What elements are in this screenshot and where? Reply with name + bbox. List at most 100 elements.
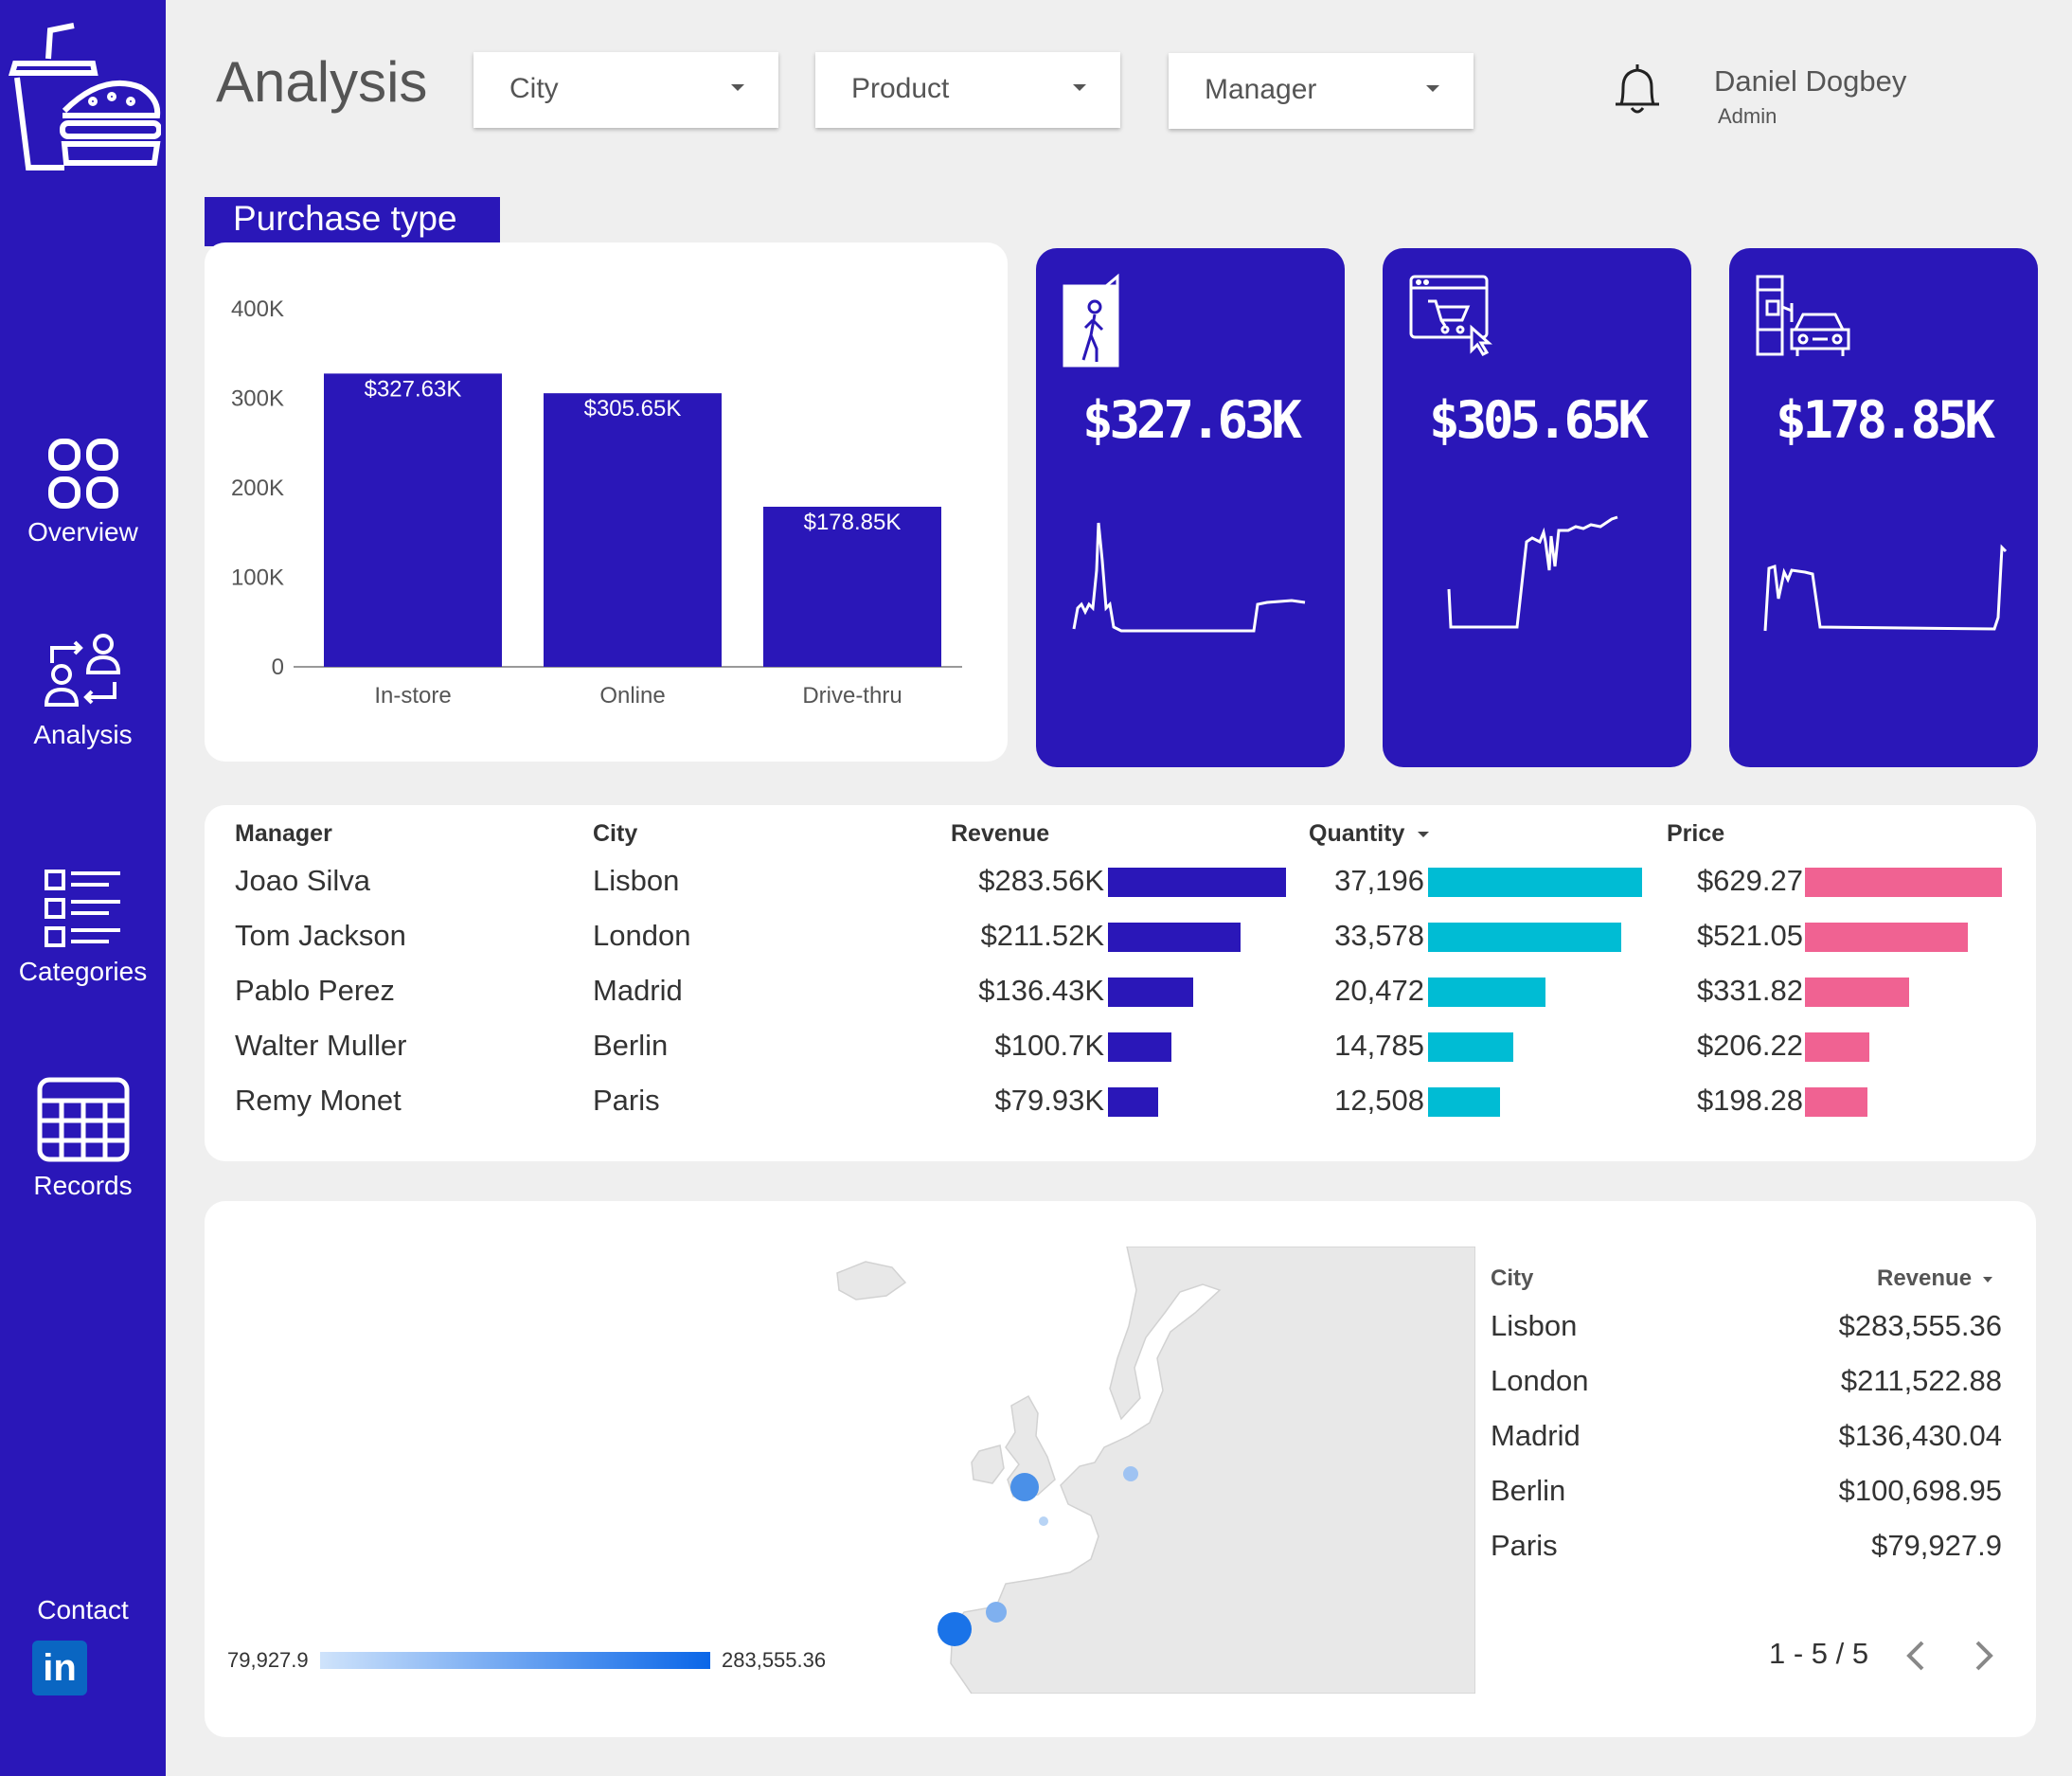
revenue-bar <box>1108 1032 1171 1062</box>
quantity-cell: 33,578 <box>1334 919 1424 952</box>
column-header-quantity[interactable]: Quantity <box>1309 820 1430 848</box>
revenue-cell: $100.7K <box>994 1029 1105 1062</box>
manager-filter-dropdown[interactable]: Manager <box>1169 53 1474 129</box>
bar-data-label: $178.85K <box>804 510 902 535</box>
iceland-landmass <box>836 1261 907 1301</box>
sidebar-item-label: Overview <box>27 517 138 547</box>
column-header-revenue[interactable]: Revenue <box>1877 1265 1993 1292</box>
city-filter-dropdown[interactable]: City <box>473 52 778 128</box>
quantity-bar <box>1428 868 1642 897</box>
price-cell: $629.27 <box>1696 864 1803 897</box>
city-bubble-madrid[interactable] <box>986 1602 1007 1623</box>
manager-cell: Remy Monet <box>235 1084 402 1117</box>
product-filter-dropdown[interactable]: Product <box>815 52 1120 128</box>
europe-landmass <box>950 1247 1475 1694</box>
sidebar-item-analysis[interactable]: Analysis <box>0 633 166 750</box>
dropdown-label: Manager <box>1205 74 1317 105</box>
city-cell: London <box>593 919 691 952</box>
sort-desc-icon <box>1418 832 1430 838</box>
city-bubble-berlin[interactable] <box>1123 1466 1138 1481</box>
chevron-down-icon <box>1073 84 1086 91</box>
sidebar-item-label: Categories <box>18 957 148 986</box>
price-cell: $198.28 <box>1696 1084 1803 1117</box>
revenue-cell: $136.43K <box>978 974 1104 1007</box>
overview-icon <box>47 439 118 509</box>
bar-data-label: $305.65K <box>584 396 682 422</box>
price-bar <box>1805 1032 1870 1062</box>
city-cell: Lisbon <box>1491 1309 1578 1342</box>
quantity-cell: 37,196 <box>1334 864 1424 897</box>
in-store-sparkline <box>1072 522 1306 633</box>
purchase-type-bar-chart: 0 100K 200K 300K 400K $327.63K In-store $305.65… <box>231 296 962 709</box>
revenue-cell: $100,698.95 <box>1838 1474 2002 1507</box>
bar-online <box>544 393 722 667</box>
manager-cell: Walter Muller <box>235 1029 407 1062</box>
x-tick-label: Online <box>599 683 665 709</box>
legend-max-value: 283,555.36 <box>722 1648 827 1672</box>
manager-cell: Tom Jackson <box>235 919 406 952</box>
europe-bubble-map <box>758 1247 1475 1694</box>
chevron-right-icon[interactable] <box>1970 1637 1998 1675</box>
city-bubble-lisbon[interactable] <box>938 1612 972 1646</box>
sidebar-item-categories[interactable]: Categories <box>0 868 166 987</box>
price-bar <box>1805 978 1909 1007</box>
dropdown-label: City <box>509 73 559 104</box>
revenue-cell: $211.52K <box>980 919 1104 952</box>
sidebar-item-label: Analysis <box>33 720 133 749</box>
purchase-type-chart-card: 0 100K 200K 300K 400K $327.63K In-store $305.65… <box>205 242 1008 762</box>
bell-icon[interactable] <box>1612 61 1663 119</box>
user-role: Admin <box>1718 104 1777 128</box>
quantity-cell: 12,508 <box>1334 1084 1424 1117</box>
column-header-city[interactable]: City <box>593 820 638 847</box>
purchase-type-title: Purchase type <box>205 197 500 246</box>
quantity-cell: 14,785 <box>1334 1029 1424 1062</box>
linkedin-label: in <box>43 1647 77 1689</box>
records-icon <box>37 1077 129 1162</box>
column-header-manager[interactable]: Manager <box>235 820 332 847</box>
city-cell: Madrid <box>593 974 683 1007</box>
city-bubble-paris[interactable] <box>1039 1516 1048 1526</box>
revenue-bar <box>1108 1087 1158 1117</box>
price-cell: $331.82 <box>1696 974 1803 1007</box>
city-bubble-london[interactable] <box>1010 1473 1039 1501</box>
y-tick-label: 200K <box>231 475 284 501</box>
kpi-card-drive-thru: $178.85K <box>1729 248 2038 767</box>
column-header-revenue[interactable]: Revenue <box>951 820 1050 847</box>
kpi-value: $327.63K <box>1081 390 1302 450</box>
bar-drive-thru <box>763 506 941 667</box>
city-cell: Berlin <box>1491 1474 1566 1507</box>
y-tick-label: 0 <box>272 655 284 680</box>
chevron-down-icon <box>1426 85 1439 92</box>
online-cart-icon <box>1409 275 1492 356</box>
online-sparkline <box>1447 515 1618 629</box>
pagination-label: 1 - 5 / 5 <box>1769 1637 1869 1670</box>
sidebar-item-records[interactable]: Records <box>0 1076 166 1201</box>
column-header-city[interactable]: City <box>1491 1265 1534 1291</box>
manager-cell: Joao Silva <box>235 864 371 897</box>
chevron-left-icon[interactable] <box>1902 1637 1930 1675</box>
color-scale-legend <box>320 1652 710 1669</box>
bar-data-label: $327.63K <box>365 376 462 402</box>
quantity-bar <box>1428 923 1622 952</box>
revenue-cell: $283.56K <box>978 864 1104 897</box>
ireland-landmass <box>971 1444 1005 1484</box>
y-tick-label: 400K <box>231 296 284 322</box>
quantity-bar <box>1428 1032 1513 1062</box>
dropdown-label: Product <box>851 73 950 104</box>
column-header-price[interactable]: Price <box>1667 820 1725 847</box>
drive-thru-sparkline <box>1763 544 2008 632</box>
britain-landmass <box>1005 1394 1056 1498</box>
sidebar-item-overview[interactable]: Overview <box>0 438 166 547</box>
quantity-bar <box>1428 1087 1500 1117</box>
revenue-cell: $211,522.88 <box>1840 1364 2002 1397</box>
x-tick-label: In-store <box>374 683 451 709</box>
price-cell: $206.22 <box>1696 1029 1803 1062</box>
linkedin-icon[interactable]: in <box>32 1641 87 1695</box>
column-header-label: Quantity <box>1309 820 1405 847</box>
sidebar-item-label: Records <box>33 1171 133 1200</box>
revenue-cell: $283,555.36 <box>1838 1309 2002 1342</box>
city-cell: Paris <box>593 1084 660 1117</box>
city-cell: Berlin <box>593 1029 669 1062</box>
drive-thru-icon <box>1756 275 1850 356</box>
price-bar <box>1805 1087 1867 1117</box>
